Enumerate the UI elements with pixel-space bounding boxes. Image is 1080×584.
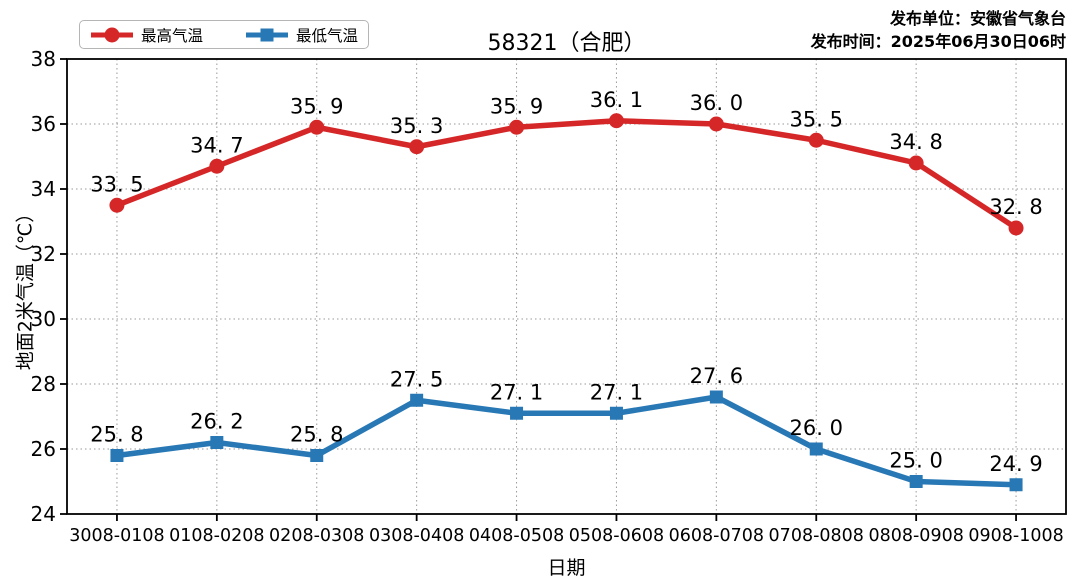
data-point-marker-min [110, 449, 124, 462]
data-point-label-min: 27. 1 [490, 380, 543, 404]
x-tick-label: 3008-0108 [69, 526, 164, 546]
data-point-label-max: 34. 8 [889, 130, 942, 154]
data-point-marker-max [1008, 220, 1024, 236]
data-point-marker-max [708, 116, 724, 132]
x-tick-label: 0508-0608 [569, 526, 664, 546]
y-tick-label: 26 [31, 437, 56, 461]
data-point-label-max: 36. 0 [690, 91, 743, 115]
x-tick-label: 0708-0808 [769, 526, 864, 546]
data-point-label-min: 27. 1 [590, 380, 643, 404]
x-tick-label: 0408-0508 [469, 526, 564, 546]
plot-border [66, 58, 1067, 515]
x-tick-label: 0108-0208 [169, 526, 264, 546]
data-point-label-min: 26. 2 [190, 410, 243, 434]
legend: 最高气温 最低气温 [79, 20, 370, 49]
data-point-marker-max [409, 139, 425, 155]
x-tick-label: 0308-0408 [369, 526, 464, 546]
data-point-marker-max [109, 197, 125, 213]
x-tick-label: 0208-0308 [269, 526, 364, 546]
legend-label-max: 最高气温 [141, 26, 204, 45]
y-tick-label: 34 [31, 177, 56, 201]
data-point-label-max: 32. 8 [989, 195, 1042, 219]
publish-time: 发布时间：2025年06月30日06时 [810, 32, 1066, 51]
data-point-marker-min [310, 449, 324, 462]
circle-line-marker-icon [91, 27, 133, 42]
data-point-marker-min [809, 442, 823, 456]
publisher-info: 发布单位：安徽省气象台 发布时间：2025年06月30日06时 [811, 7, 1066, 53]
data-point-label-min: 24. 9 [989, 452, 1042, 476]
y-tick-label: 30 [31, 307, 56, 331]
data-point-marker-max [808, 132, 824, 148]
y-axis-title: 地面2米气温（℃） [14, 203, 37, 371]
data-point-label-min: 25. 8 [90, 423, 143, 447]
series-line-max [114, 118, 1019, 231]
data-point-label-max: 33. 5 [90, 172, 143, 196]
data-point-label-min: 26. 0 [790, 416, 843, 440]
data-point-marker-min [609, 406, 623, 420]
data-point-marker-max [608, 113, 624, 129]
y-tick-label: 32 [31, 242, 56, 266]
data-point-label-max: 35. 5 [790, 107, 843, 131]
x-tick-label: 0608-0708 [669, 526, 764, 546]
data-point-label-max: 34. 7 [190, 133, 243, 157]
legend-item-min: 最低气温 [245, 24, 358, 46]
data-point-label-min: 27. 6 [690, 364, 743, 388]
square-line-marker-icon [246, 28, 289, 41]
series-line-min [114, 394, 1019, 488]
data-point-marker-max [309, 119, 325, 135]
data-point-marker-min [210, 436, 224, 449]
data-point-marker-max [908, 155, 924, 171]
y-tick-label: 28 [31, 372, 56, 396]
data-point-marker-max [209, 158, 225, 174]
data-point-marker-min [510, 406, 524, 420]
data-point-label-max: 35. 9 [490, 94, 543, 118]
data-point-label-min: 27. 5 [390, 367, 443, 391]
data-point-label-max: 35. 3 [390, 114, 443, 138]
data-point-marker-max [509, 119, 525, 135]
data-point-label-min: 25. 8 [290, 423, 343, 447]
legend-label-min: 最低气温 [296, 26, 359, 45]
y-tick-label: 36 [31, 112, 56, 136]
x-axis-title: 日期 [547, 557, 586, 579]
y-tick-label: 38 [31, 47, 56, 71]
x-tick-label: 0808-0908 [868, 526, 963, 546]
publisher-unit: 发布单位：安徽省气象台 [889, 9, 1066, 28]
data-point-label-max: 35. 9 [290, 94, 343, 118]
data-point-marker-min [909, 475, 923, 488]
chart-title: 58321（合肥） [487, 31, 646, 56]
x-tick-label: 0908-1008 [968, 526, 1063, 546]
data-point-marker-min [1009, 478, 1023, 492]
data-point-marker-min [410, 393, 424, 407]
y-tick-label: 24 [31, 502, 56, 526]
data-point-marker-min [709, 390, 723, 404]
data-point-label-max: 36. 1 [590, 88, 643, 112]
data-point-label-min: 25. 0 [889, 449, 942, 473]
legend-item-max: 最高气温 [90, 24, 203, 46]
